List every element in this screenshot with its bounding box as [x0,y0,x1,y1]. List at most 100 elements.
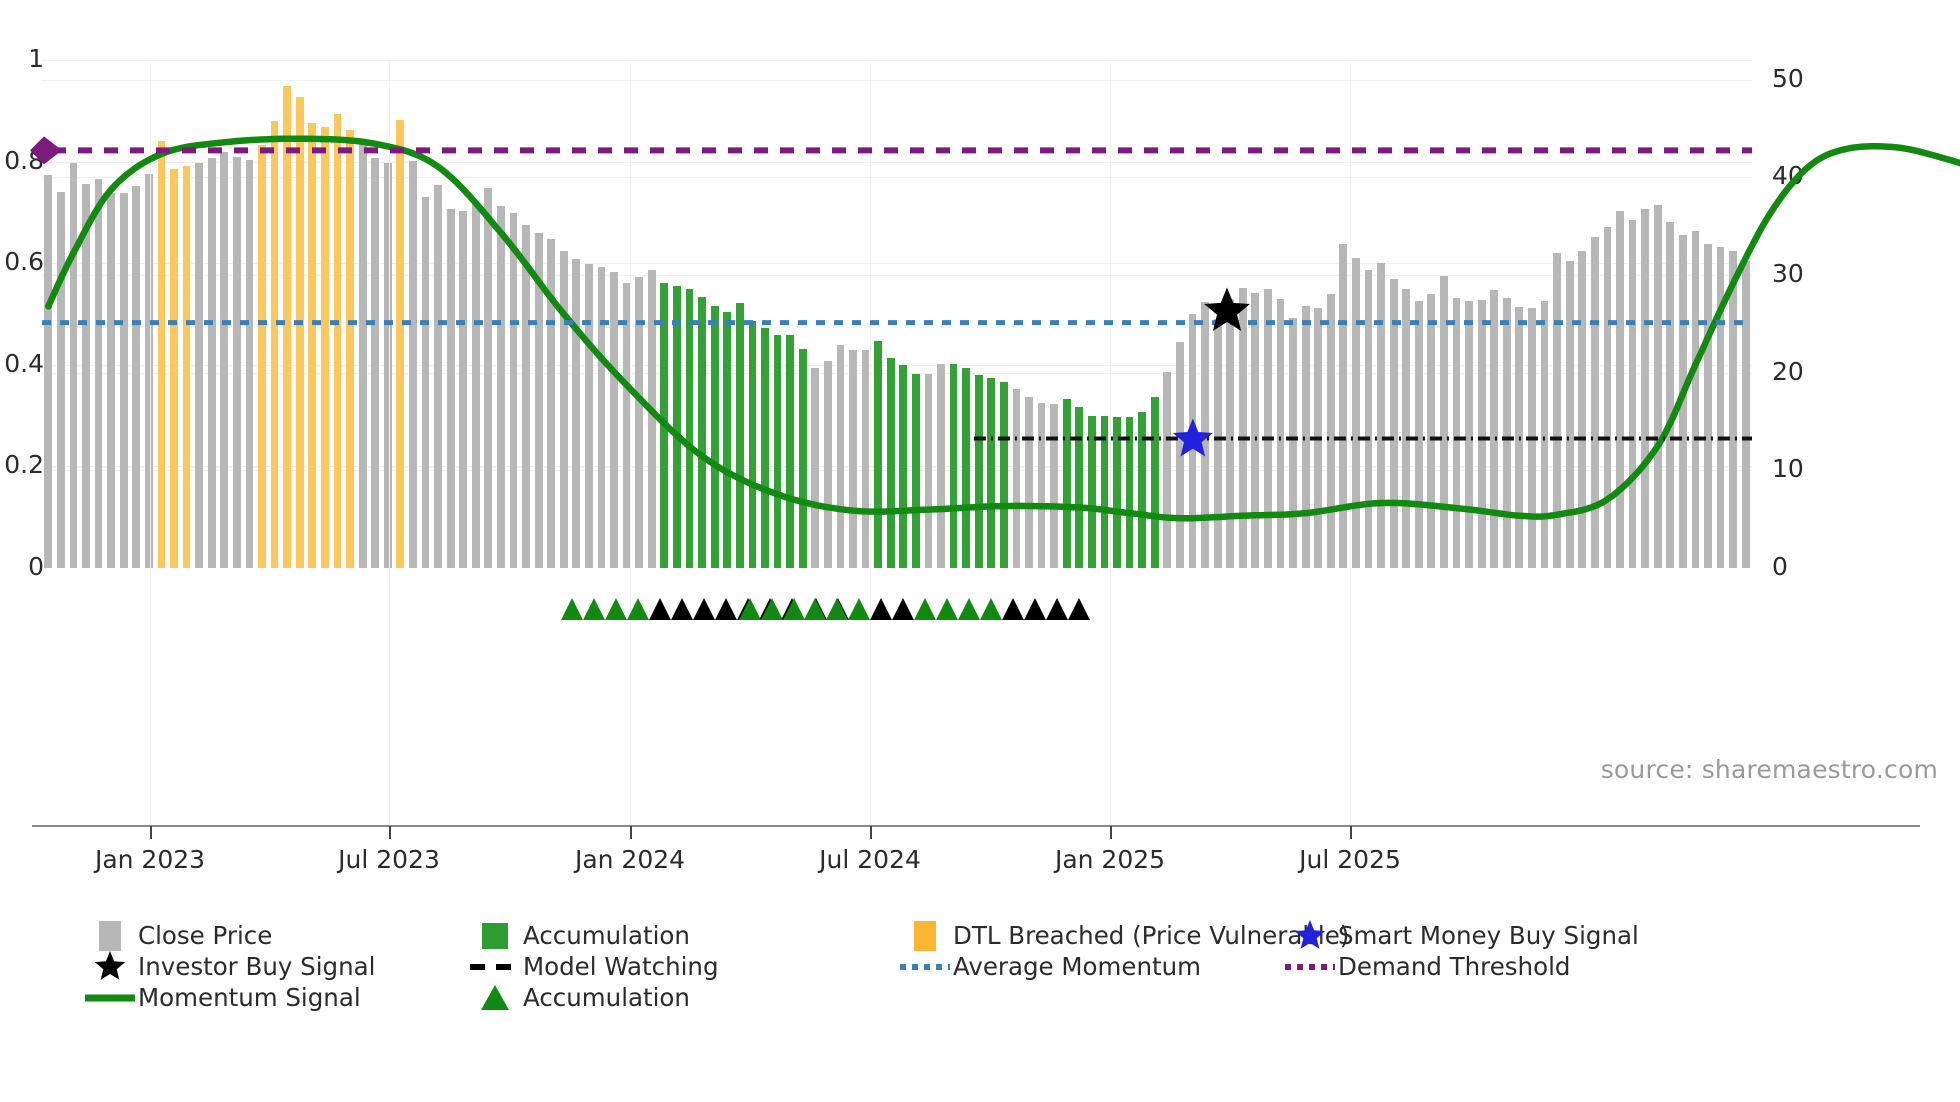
bar-accum [874,341,883,568]
model-watching-swatch-icon [467,960,523,974]
bar-normal [1364,270,1373,568]
bar-normal [1251,292,1260,568]
vertical-gridline [389,60,390,825]
legend-item-accumulation-bar[interactable]: Accumulation [467,920,690,951]
legend-item-momentum-signal[interactable]: Momentum Signal [82,982,361,1013]
smart-money-buy-signal-swatch-icon [1282,919,1338,953]
bar-normal [1628,220,1637,568]
bar-normal [647,270,656,568]
bar-normal [1301,306,1310,568]
bar-normal [195,162,204,568]
legend-item-smart-money-buy-signal[interactable]: Smart Money Buy Signal [1282,919,1639,953]
y-tick-right: 0 [1772,552,1788,581]
bar-normal [1326,293,1335,568]
bar-accum [886,357,895,568]
bar-normal [207,157,216,568]
momentum-signal-swatch-icon [82,991,138,1005]
legend-item-close-price[interactable]: Close Price [82,920,272,951]
bar-normal [44,175,53,568]
legend-item-dtl-breached[interactable]: DTL Breached (Price Vulnerable) [897,920,1349,951]
bar-normal [1578,250,1587,568]
x-tick-mark [630,826,632,839]
bar-normal [107,192,116,568]
legend-item-accumulation-marker[interactable]: Accumulation [467,982,690,1013]
bar-accum [773,334,782,568]
bar-normal [1515,307,1524,568]
bar-accum [1138,411,1147,568]
bar-dtl [182,165,191,568]
accumulation-triangle-black [1068,598,1090,620]
legend-label: Average Momentum [953,952,1201,981]
bar-normal [1276,299,1285,568]
bar-normal [1440,275,1448,568]
legend-label: Momentum Signal [138,983,361,1012]
bar-normal [509,213,518,568]
bar-normal [1289,317,1297,568]
bar-normal [1389,278,1398,568]
bar-normal [484,187,493,568]
bar-accum [786,334,794,568]
x-tick-label: Jan 2024 [574,845,686,874]
bar-accum [798,349,807,568]
legend-item-demand-threshold[interactable]: Demand Threshold [1282,951,1570,982]
bar-dtl [157,141,166,568]
bar-dtl [170,169,178,568]
legend-label: Accumulation [523,983,690,1012]
bar-normal [1528,308,1536,568]
legend-label: Accumulation [523,921,690,950]
bar-accum [698,297,706,568]
legend-item-average-momentum[interactable]: Average Momentum [897,951,1201,982]
accumulation-triangle-green [605,598,627,620]
bar-normal [1590,236,1599,568]
bar-accum [1125,416,1134,568]
legend-label: DTL Breached (Price Vulnerable) [953,921,1350,950]
accumulation-triangle-black [1046,598,1068,620]
bar-accum [660,282,669,568]
accumulation-triangle-green [761,598,783,620]
bar-dtl [333,113,342,568]
legend-item-model-watching[interactable]: Model Watching [467,951,719,982]
bar-normal [861,350,870,568]
bar-normal [1339,243,1348,568]
bar-accum [1062,399,1071,568]
legend-item-investor-buy-signal[interactable]: Investor Buy Signal [82,950,375,982]
bar-normal [1012,389,1021,568]
accumulation-triangle-green [561,598,583,620]
bar-normal [1704,243,1712,568]
x-tick-label: Jul 2025 [1299,845,1401,874]
legend-label: Demand Threshold [1338,952,1571,981]
x-tick-mark [389,826,391,839]
bar-normal [1716,246,1725,568]
y-tick-left: 0.6 [4,247,44,277]
bar-normal [1264,288,1272,568]
bar-normal [1050,403,1059,568]
bar-accum [987,377,996,568]
bar-normal [1238,287,1247,568]
accumulation-triangle-black [892,598,914,620]
bar-normal [1741,261,1750,568]
vertical-gridline [630,60,631,825]
accumulation-triangle-black [870,598,892,620]
close-price-color-box [99,920,121,951]
bar-normal [1314,308,1323,568]
accumulation-triangle-green [958,598,980,620]
bar-normal [572,259,581,568]
accumulation-triangle-black [671,598,693,620]
y-tick-left: 0.4 [4,348,44,378]
bar-accum [949,363,958,568]
accumulation-triangle-green [627,598,649,620]
accumulation-triangle-green [914,598,936,620]
legend-row: Close Price Accumulation DTL Breached (Pri… [82,919,1932,953]
legend-label: Smart Money Buy Signal [1338,921,1639,950]
accumulation-triangle-black [693,598,715,620]
bar-normal [220,151,229,568]
accumulation-triangle-green [804,598,826,620]
plot-clip [42,60,1752,568]
bar-accum [1100,415,1109,568]
dtl-breached-color-box [914,920,936,951]
bar-normal [1402,288,1411,568]
bar-normal [421,196,430,568]
bar-accum [710,306,719,568]
plot-area [42,60,1752,568]
accumulation-triangle-green [980,598,1002,620]
